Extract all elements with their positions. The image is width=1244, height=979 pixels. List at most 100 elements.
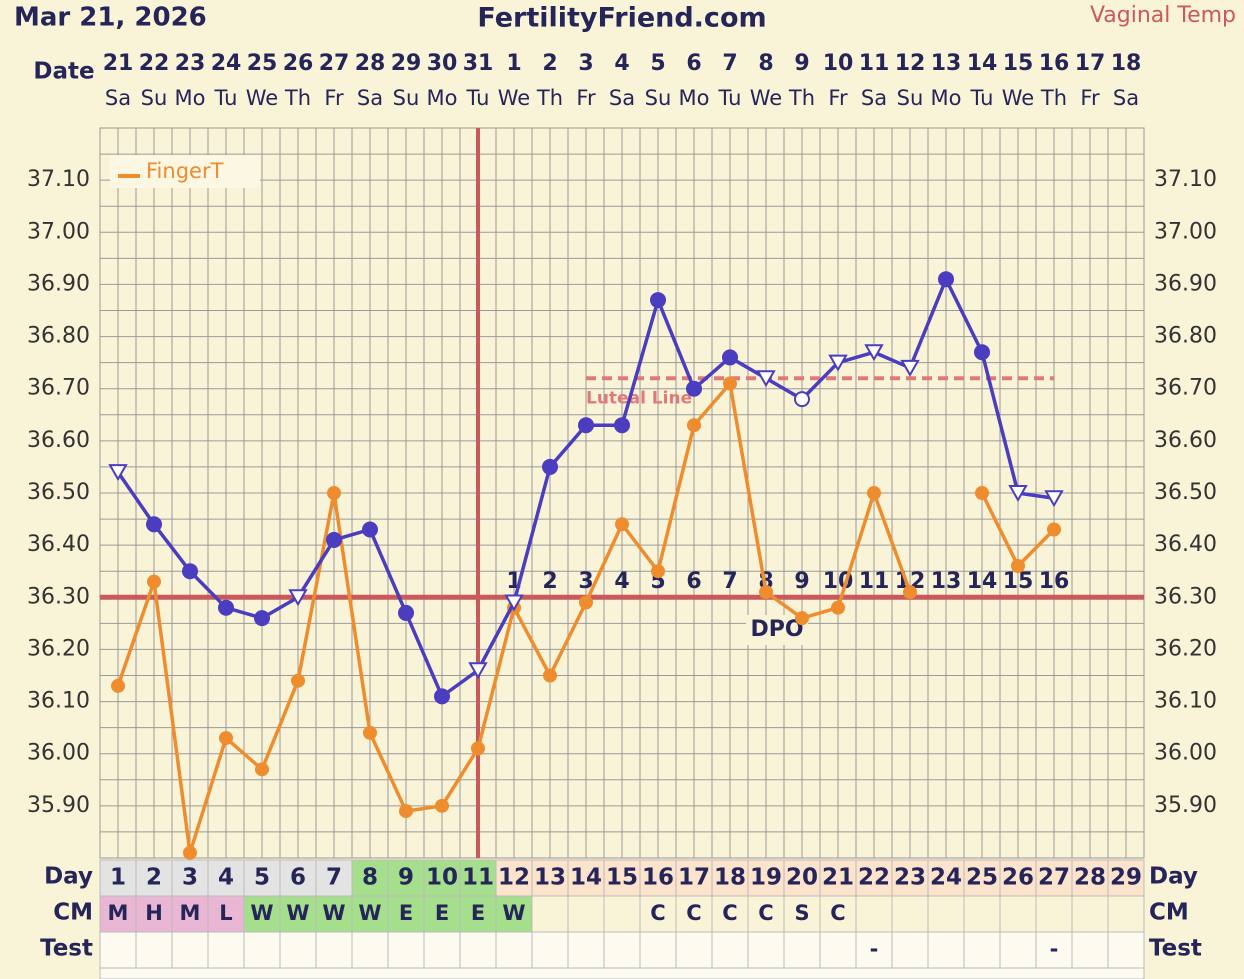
weekday-label: Fr (324, 86, 344, 110)
row-cell-text: W (286, 901, 309, 925)
y-tick-label: 36.10 (27, 689, 90, 714)
y2-tick-label: 36.10 (1154, 689, 1217, 714)
row-cell (495, 895, 533, 933)
row-label: CM (53, 900, 93, 926)
row-cell-text: L (219, 901, 232, 925)
point (975, 486, 989, 500)
row-cell (243, 859, 281, 897)
date-label: 23 (175, 51, 206, 76)
row-cell-text: 14 (570, 865, 602, 891)
row-cell-text: E (471, 901, 485, 925)
row-cell (207, 895, 245, 933)
date-label: 1 (506, 51, 521, 76)
weekday-label: Su (897, 86, 924, 110)
row-cell (315, 859, 353, 897)
next-row (99, 967, 1145, 979)
row-cell (711, 931, 749, 969)
weekday-label: We (498, 86, 530, 110)
row-cell (279, 859, 317, 897)
weekday-label: Su (141, 86, 168, 110)
y-tick-label: 36.30 (27, 584, 90, 609)
row-cell-text: 15 (606, 865, 638, 891)
row-cell-text: S (794, 901, 809, 925)
weekday-label: Su (393, 86, 420, 110)
row-cell-text: 16 (642, 865, 674, 891)
row-cell-text: C (650, 901, 665, 925)
row-cell-text: W (322, 901, 345, 925)
row-cell (675, 859, 713, 897)
date-label: 10 (823, 51, 854, 76)
row-cell (387, 931, 425, 969)
point (615, 517, 629, 532)
weekday-label: Fr (576, 86, 596, 110)
date-label: 14 (967, 51, 998, 76)
point (111, 678, 125, 693)
point (504, 594, 524, 612)
row-cell (711, 895, 749, 933)
point (686, 380, 702, 397)
dpo-label: 2 (542, 569, 557, 594)
weekday-label: Th (536, 86, 563, 110)
date-label: 21 (103, 51, 134, 76)
y2-tick-label: 36.50 (1154, 480, 1217, 505)
legend-box (110, 155, 260, 188)
row-cell (603, 931, 641, 969)
row-cell (999, 859, 1037, 897)
y2-tick-label: 36.90 (1154, 271, 1217, 296)
row-cell-text: 5 (254, 865, 270, 891)
date-label: 11 (859, 51, 890, 76)
weekday-label: Th (788, 86, 815, 110)
row-cell (135, 931, 173, 969)
row-cell (783, 895, 821, 933)
chart-date: Mar 21, 2026 (14, 3, 207, 33)
row-cell (315, 895, 353, 933)
weekday-label: We (246, 86, 278, 110)
date-label: 9 (794, 51, 809, 76)
row-cell-text: 2 (146, 865, 162, 891)
row-cell-text: 11 (462, 865, 494, 891)
point (362, 521, 378, 538)
date-label: 25 (247, 51, 278, 76)
row-cell (747, 895, 785, 933)
date-label: 16 (1039, 51, 1070, 76)
row-cell (891, 895, 929, 933)
row-cell (891, 931, 929, 969)
point (435, 798, 449, 813)
row-cell-text: - (870, 937, 879, 961)
weekday-label: Th (284, 86, 311, 110)
row-cell (243, 931, 281, 969)
row-cell-text: 9 (398, 865, 414, 891)
row-label: Day (44, 864, 93, 890)
row-cell-text: 23 (894, 865, 926, 891)
date-label: 13 (931, 51, 962, 76)
row-cell (1107, 931, 1145, 969)
point (147, 574, 161, 589)
row-cell-text: 25 (966, 865, 998, 891)
row-cell (999, 931, 1037, 969)
weekday-label: Sa (357, 86, 383, 110)
row-cell-text: M (108, 901, 129, 925)
point (903, 585, 917, 600)
point (828, 354, 848, 372)
row-cell-text: C (758, 901, 773, 925)
y2-tick-label: 36.80 (1154, 324, 1217, 349)
row-cell (603, 859, 641, 897)
point (543, 668, 557, 683)
weekday-label: We (750, 86, 782, 110)
date-label: 27 (319, 51, 350, 76)
row-cell (639, 895, 677, 933)
row-cell (747, 931, 785, 969)
point (794, 391, 810, 408)
date-label: 18 (1111, 51, 1142, 76)
point (578, 417, 594, 434)
weekday-label: Fr (1080, 86, 1100, 110)
point (1008, 485, 1028, 503)
row-cell-text: 24 (930, 865, 962, 891)
y-tick-label: 36.50 (27, 480, 90, 505)
dpo-label: 11 (859, 569, 890, 594)
point (327, 486, 341, 500)
row-cell-text: - (1050, 937, 1059, 961)
row-cell-text: E (399, 901, 413, 925)
weekday-label: Tu (718, 86, 742, 110)
point (288, 589, 308, 607)
